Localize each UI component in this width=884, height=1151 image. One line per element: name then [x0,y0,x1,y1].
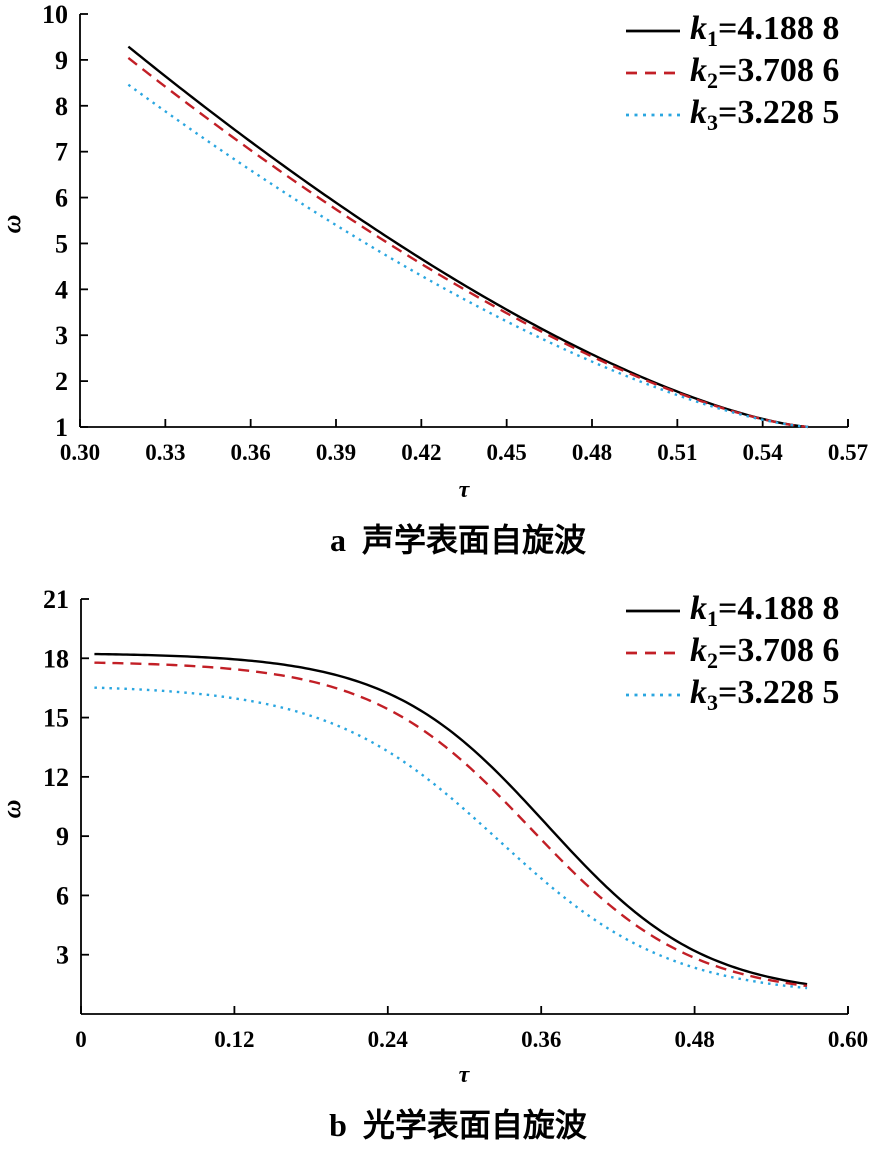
svg-text:0.60: 0.60 [828,1027,868,1052]
svg-text:3: 3 [55,321,68,350]
svg-text:0.36: 0.36 [521,1027,561,1052]
svg-text:0.12: 0.12 [214,1027,254,1052]
svg-text:ω: ω [0,800,26,819]
svg-text:ω: ω [0,215,26,234]
svg-text:18: 18 [43,644,69,673]
svg-text:τ: τ [459,1062,471,1088]
svg-text:0.30: 0.30 [60,440,100,465]
svg-text:9: 9 [56,822,69,851]
svg-text:0.54: 0.54 [743,440,784,465]
svg-text:b 光学表面自旋波: b 光学表面自旋波 [329,1107,587,1143]
svg-text:k1=4.188 8: k1=4.188 8 [690,590,839,631]
svg-text:a 声学表面自旋波: a 声学表面自旋波 [330,522,586,558]
svg-text:7: 7 [55,138,68,167]
svg-text:0.39: 0.39 [316,440,356,465]
svg-text:0.51: 0.51 [657,440,697,465]
svg-text:0.48: 0.48 [572,440,612,465]
svg-text:k2=3.708 6: k2=3.708 6 [690,632,839,673]
svg-text:τ: τ [459,477,471,503]
svg-text:1: 1 [55,413,68,442]
svg-text:0.48: 0.48 [674,1027,714,1052]
svg-text:k3=3.228 5: k3=3.228 5 [690,674,839,715]
svg-text:0.57: 0.57 [828,440,868,465]
svg-text:0: 0 [75,1027,87,1052]
svg-text:9: 9 [55,46,68,75]
svg-text:10: 10 [42,0,68,29]
svg-text:6: 6 [55,184,68,213]
svg-text:k1=4.188 8: k1=4.188 8 [690,10,839,51]
svg-text:2: 2 [55,367,68,396]
svg-text:15: 15 [43,704,69,733]
svg-text:0.33: 0.33 [145,440,185,465]
svg-text:k2=3.708 6: k2=3.708 6 [690,52,839,93]
svg-text:12: 12 [43,763,69,792]
svg-text:0.36: 0.36 [231,440,271,465]
svg-text:6: 6 [56,881,69,910]
svg-text:3: 3 [56,941,69,970]
svg-text:0.24: 0.24 [368,1027,409,1052]
svg-text:0.45: 0.45 [487,440,527,465]
svg-text:4: 4 [55,275,68,304]
svg-text:21: 21 [43,585,69,614]
svg-text:0.42: 0.42 [401,440,441,465]
svg-text:8: 8 [55,92,68,121]
svg-text:k3=3.228 5: k3=3.228 5 [690,94,839,135]
svg-text:5: 5 [55,229,68,258]
